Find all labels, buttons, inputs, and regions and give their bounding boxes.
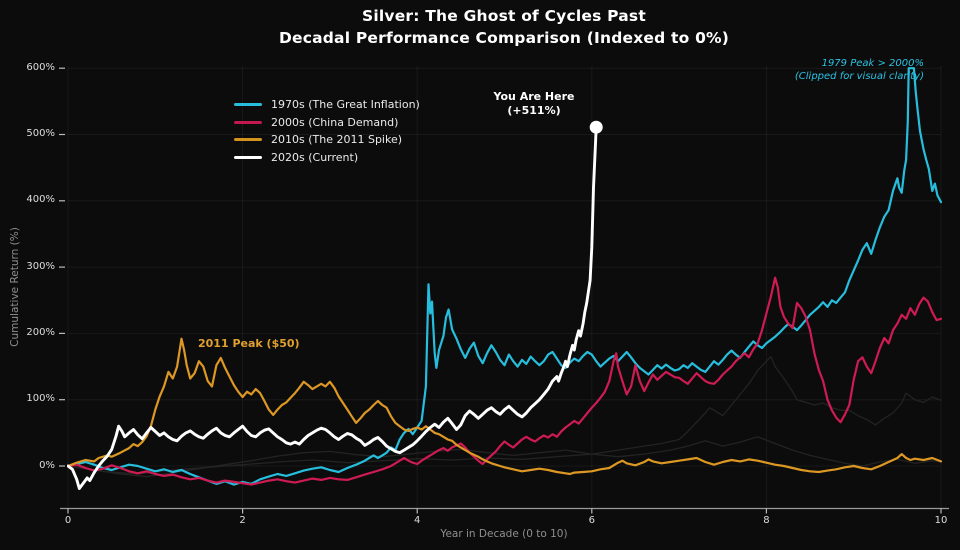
y-tick-label-200: 200% [26,326,55,338]
legend-swatch-2020s [234,155,262,159]
annotation-1979-peak-line-1: 1979 Peak > 2000% [821,58,924,69]
legend-swatch-2010s [234,138,262,142]
y-tick-label-300: 300% [26,260,55,272]
y-tick-label-400: 400% [26,194,55,206]
y-tick-label-100: 100% [26,393,55,405]
legend-swatch-1970s [234,103,262,107]
x-tick-label-6: 6 [588,515,595,526]
axis-ticks [59,67,942,514]
current-position-marker [589,120,603,134]
x-tick-label-4: 4 [414,515,421,526]
y-tick-label-0: 0% [39,459,55,471]
chart-title-line-2: Decadal Performance Comparison (Indexed … [278,29,730,47]
x-tick-label-10: 10 [934,515,948,526]
legend-label-2020s: 2020s (Current) [271,150,359,164]
chart-title: Silver: The Ghost of Cycles Past Decadal… [72,5,936,49]
annotation-you-are-here-line-2: (+511%) [507,104,561,117]
legend-swatch-2000s [234,120,262,124]
annotation-1979-peak: 1979 Peak > 2000% (Clipped for visual cl… [795,57,924,83]
x-tick-label-0: 0 [64,515,72,526]
annotation-you-are-here: You Are Here (+511%) [474,90,594,118]
annotation-1979-peak-line-2: (Clipped for visual clarity) [794,71,924,82]
legend-item-2020s: 2020s (Current) [234,149,420,167]
chart-title-line-1: Silver: The Ghost of Cycles Past [362,7,646,25]
series-line-ghost-line-2 [67,355,942,475]
x-axis-label: Year in Decade (0 to 10) [440,528,568,540]
legend: 1970s (The Great Inflation) 2000s (China… [234,96,420,166]
series-line-1970s-the-great-inflation- [67,67,943,486]
x-tick-label-8: 8 [763,515,770,526]
legend-item-1970s: 1970s (The Great Inflation) [234,96,420,114]
legend-label-1970s: 1970s (The Great Inflation) [271,98,420,112]
legend-item-2010s: 2010s (The 2011 Spike) [234,131,420,149]
legend-item-2000s: 2000s (China Demand) [234,114,420,132]
legend-label-2010s: 2010s (The 2011 Spike) [271,133,403,147]
series-line-2020s-current- [67,125,598,490]
x-tick-label-2: 2 [239,515,246,526]
series-line-2010s-the-2011-spike- [67,337,943,476]
annotation-you-are-here-line-1: You Are Here [493,90,575,103]
legend-label-2000s: 2000s (China Demand) [271,115,399,129]
series-line-2000s-china-demand- [67,276,943,486]
y-tick-label-600: 600% [26,61,55,73]
series-line-ghost-line-1 [67,436,942,478]
annotation-2011-peak: 2011 Peak ($50) [198,337,300,350]
y-tick-label-500: 500% [26,128,55,139]
